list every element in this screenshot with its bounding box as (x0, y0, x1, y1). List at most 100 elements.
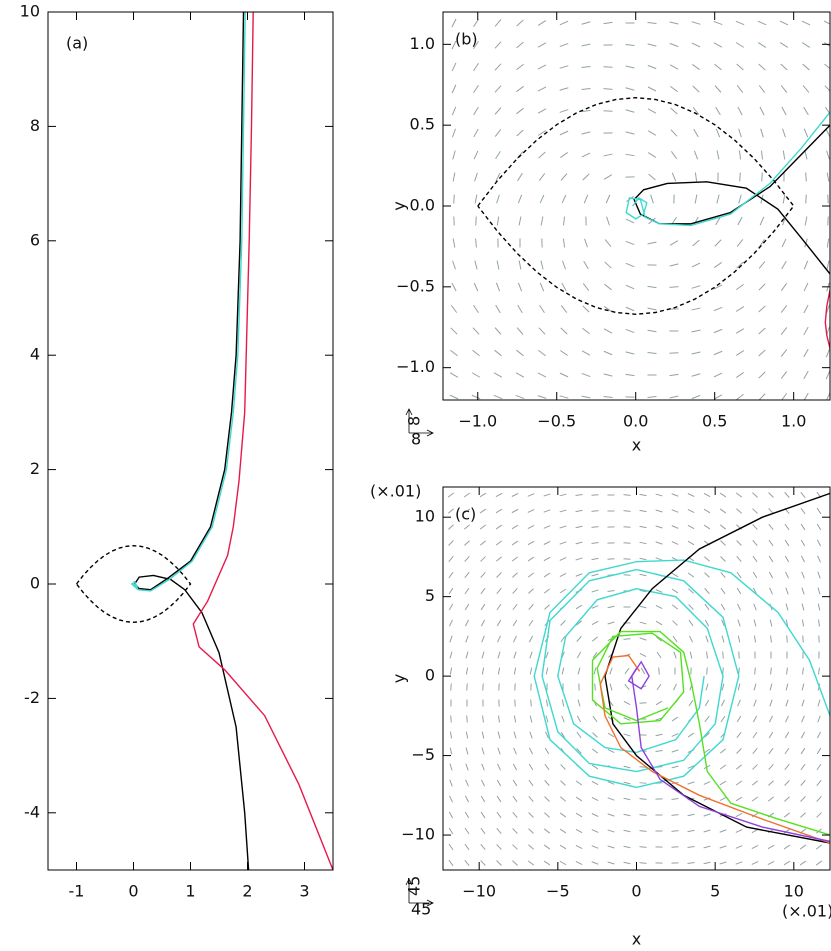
vector-field-arrow (512, 861, 517, 866)
y-tick-label: 10 (20, 2, 40, 21)
vector-field-arrow (656, 621, 662, 625)
vector-field-arrow (481, 796, 485, 802)
vector-field-arrow (786, 684, 788, 691)
vector-field-arrow (761, 151, 762, 160)
vector-field-arrow (695, 195, 697, 204)
y-tick-label: 1.0 (410, 34, 435, 53)
x-tick-label: 0.5 (702, 412, 727, 431)
vector-field-arrow (804, 107, 809, 115)
y-tick-label: −10 (401, 825, 435, 844)
vector-field-arrow (513, 620, 517, 626)
vector-field-arrow (714, 307, 722, 310)
vector-field-arrow (736, 862, 743, 864)
vector-field-arrow (608, 846, 615, 848)
vector-field-arrow (497, 861, 502, 866)
vector-field-arrow (465, 588, 469, 594)
vector-field-arrow (495, 108, 501, 115)
vector-field-arrow (716, 107, 721, 115)
vector-field-arrow (736, 781, 742, 785)
vector-field-arrow (692, 263, 700, 267)
vector-field-arrow (736, 509, 741, 514)
vector-field-arrow (670, 241, 678, 246)
vector-field-arrow (818, 604, 819, 611)
vector-field-arrow (481, 604, 485, 610)
vector-field-arrow (608, 798, 615, 800)
vector-field-arrow (716, 129, 719, 137)
vector-field-arrow (694, 151, 697, 159)
vector-field-arrow (752, 765, 757, 770)
vector-field-arrow (624, 782, 631, 784)
plot-area (448, 492, 830, 866)
vector-field-arrow (466, 764, 468, 771)
vector-field-arrow (626, 66, 635, 68)
y-tick-label: 0.5 (410, 115, 435, 134)
vector-field-arrow (781, 64, 788, 70)
vector-field-arrow (769, 508, 774, 513)
vector-field-arrow (562, 668, 564, 675)
vector-field-arrow (736, 394, 743, 400)
vector-field-arrow (648, 109, 656, 113)
vector-field-arrow (828, 195, 829, 204)
vector-field-arrow (656, 558, 663, 560)
vector-field-arrow (585, 239, 588, 247)
vector-field-arrow (541, 217, 543, 226)
vector-field-arrow (720, 797, 726, 800)
vector-field-arrow (582, 22, 591, 24)
vector-field-arrow (826, 129, 830, 137)
vector-field-arrow (692, 352, 701, 354)
vector-field-arrow (817, 748, 821, 754)
vector-field-arrow (583, 174, 590, 180)
vector-field-arrow (480, 541, 485, 546)
vector-field-arrow (736, 351, 744, 356)
vector-field-arrow (513, 828, 518, 833)
vector-field-arrow (672, 798, 679, 799)
vector-field-arrow (528, 510, 534, 513)
y-tick-label: −0.5 (396, 276, 435, 295)
vector-field-arrow (450, 652, 452, 659)
vector-field-arrow (528, 557, 534, 561)
vector-field-arrow (529, 636, 532, 642)
vector-field-arrow (806, 173, 807, 182)
vector-field-arrow (494, 373, 502, 377)
vector-field-arrow (529, 780, 533, 786)
vector-field-arrow (672, 766, 679, 768)
vector-field-arrow (674, 684, 677, 690)
vector-field-arrow (722, 636, 724, 643)
vector-field-arrow (592, 606, 598, 609)
vector-field-arrow (721, 604, 725, 610)
vector-field-arrow (540, 305, 545, 313)
vector-field-arrow (450, 732, 451, 739)
vector-field-arrow (706, 684, 708, 691)
vector-field-arrow (530, 668, 531, 675)
vector-field-arrow (582, 351, 590, 355)
vector-field-arrow (592, 862, 599, 865)
vector-field-arrow (577, 716, 580, 722)
vector-field-arrow (517, 20, 524, 26)
vector-field-arrow (752, 845, 758, 848)
vector-field-arrow (512, 509, 518, 512)
vector-field-arrow (803, 668, 804, 675)
vector-field-arrow (648, 353, 657, 354)
vector-field-arrow (604, 329, 612, 333)
vector-field-arrow (529, 796, 534, 801)
vector-field-arrow (672, 717, 678, 721)
vector-field-arrow (481, 860, 486, 865)
vector-field-arrow (604, 22, 613, 23)
vector-field-arrow (582, 396, 591, 398)
x-axis-label: x (632, 436, 641, 455)
vector-field-arrow (560, 66, 569, 69)
vector-field-arrow (576, 526, 583, 528)
vector-field-arrow (582, 153, 590, 157)
vector-field-arrow (482, 748, 484, 755)
vector-field-arrow (605, 240, 611, 247)
vector-field-arrow (538, 109, 546, 113)
vector-field-arrow (624, 734, 631, 736)
vector-field-arrow (802, 604, 804, 611)
vector-field-arrow (624, 798, 631, 800)
vector-field-arrow (704, 573, 709, 578)
vector-field-arrow (801, 508, 805, 514)
vector-field-arrow (722, 684, 724, 691)
vector-field-arrow (689, 620, 693, 626)
vector-field-arrow (737, 572, 741, 578)
